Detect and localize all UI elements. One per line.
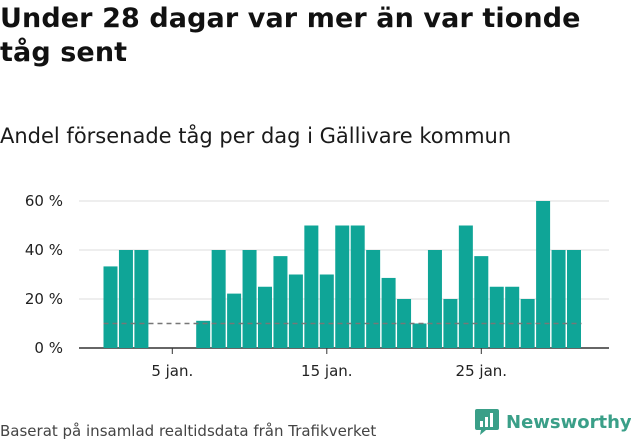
bar bbox=[118, 250, 133, 348]
bar bbox=[304, 225, 319, 348]
y-tick-label: 0 % bbox=[34, 339, 63, 357]
newsworthy-logo: Newsworthy bbox=[474, 408, 631, 436]
bar bbox=[366, 250, 381, 348]
x-axis-ticks: 5 jan. 15 jan. 25 jan. bbox=[151, 348, 507, 380]
bar bbox=[242, 250, 257, 348]
bar bbox=[567, 250, 581, 348]
bar bbox=[211, 250, 226, 348]
chart-title: Under 28 dagar var mer än var tionde tåg… bbox=[0, 3, 581, 68]
newsworthy-logo-icon bbox=[475, 409, 499, 435]
bar bbox=[273, 256, 288, 348]
bar bbox=[489, 286, 504, 348]
bar bbox=[458, 225, 473, 348]
x-tick-label: 15 jan. bbox=[301, 362, 353, 380]
y-tick-label: 40 % bbox=[25, 241, 63, 259]
x-tick-label: 5 jan. bbox=[151, 362, 193, 380]
x-tick-label: 25 jan. bbox=[456, 362, 508, 380]
bar bbox=[196, 320, 211, 348]
bar bbox=[474, 256, 489, 348]
bar bbox=[412, 323, 427, 348]
bars bbox=[103, 201, 581, 348]
source-note: Baserat på insamlad realtidsdata från Tr… bbox=[0, 422, 377, 440]
bar bbox=[103, 266, 118, 348]
bar bbox=[536, 201, 551, 348]
bar bbox=[551, 250, 566, 348]
y-tick-label: 20 % bbox=[25, 290, 63, 308]
y-tick-label: 60 % bbox=[25, 192, 63, 210]
y-axis-ticks: 0 % 20 % 40 % 60 % bbox=[25, 192, 63, 357]
bar bbox=[134, 250, 149, 348]
bar bbox=[427, 250, 442, 348]
bar bbox=[350, 225, 365, 348]
bar bbox=[258, 286, 272, 348]
chart-subtitle: Andel försenade tåg per dag i Gällivare … bbox=[0, 124, 512, 148]
bar-chart: 0 % 20 % 40 % 60 % 5 jan. 15 jan. 25 jan. bbox=[25, 192, 609, 380]
bar bbox=[227, 293, 242, 348]
bar bbox=[319, 274, 334, 348]
bar bbox=[381, 277, 396, 348]
bar bbox=[505, 286, 520, 348]
newsworthy-logo-text: Newsworthy bbox=[506, 411, 631, 433]
bar bbox=[335, 225, 350, 348]
bar bbox=[288, 274, 303, 348]
